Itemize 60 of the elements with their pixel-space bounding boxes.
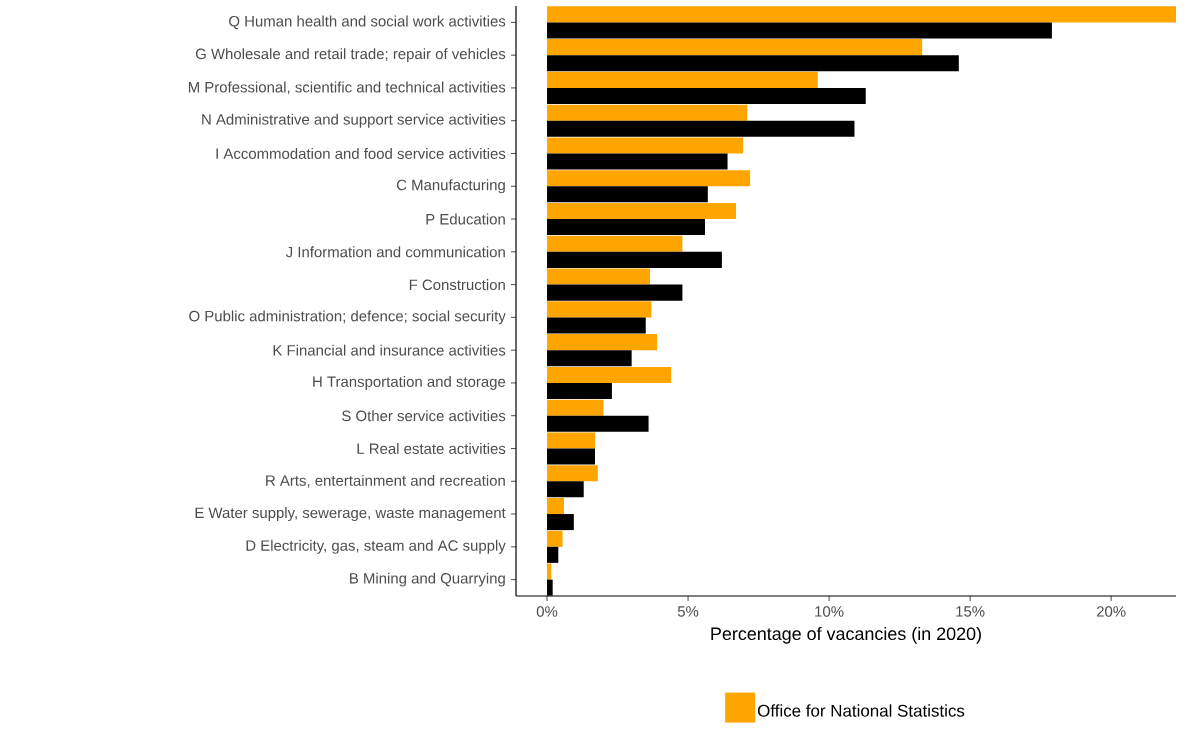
bar bbox=[547, 301, 652, 318]
y-tick-label: C Manufacturing bbox=[396, 179, 505, 194]
bar bbox=[547, 22, 1052, 39]
bar bbox=[547, 317, 646, 334]
y-tick-label: D Electricity, gas, steam and AC supply bbox=[246, 539, 506, 554]
bar bbox=[547, 350, 632, 367]
bar bbox=[547, 202, 737, 220]
bar bbox=[547, 235, 683, 252]
bar bbox=[547, 284, 683, 301]
bar bbox=[547, 71, 818, 88]
x-tick-label: 0% bbox=[536, 606, 558, 617]
bar bbox=[547, 170, 751, 187]
bar bbox=[547, 366, 672, 383]
y-tick-label: H Transportation and storage bbox=[313, 375, 506, 390]
legend-label: Office for National Statistics bbox=[757, 704, 965, 717]
y-tick-label: R Arts, entertainment and recreation bbox=[266, 474, 505, 488]
bar bbox=[547, 530, 563, 547]
bar bbox=[547, 6, 1177, 23]
bar bbox=[547, 432, 595, 449]
y-tick-label: N Administrative and support service activities bbox=[202, 113, 506, 128]
y-tick-label: G Wholesale and retail trade; repair of vehicles bbox=[195, 48, 506, 63]
bar bbox=[547, 39, 923, 56]
bar bbox=[547, 251, 722, 268]
x-tick-label: 5% bbox=[677, 606, 699, 617]
bar bbox=[547, 415, 649, 432]
y-tick-label: E Water supply, sewerage, waste management bbox=[195, 507, 506, 521]
bar bbox=[547, 481, 584, 498]
bar bbox=[547, 87, 866, 104]
y-tick-label: I Accommodation and food service activities bbox=[216, 148, 506, 159]
bar bbox=[547, 104, 748, 121]
bar bbox=[547, 563, 552, 580]
bar bbox=[547, 546, 559, 563]
bar bbox=[547, 153, 728, 170]
bar bbox=[547, 382, 612, 399]
bar bbox=[547, 399, 604, 416]
x-tick-label: 15% bbox=[956, 606, 985, 617]
y-tick-label: M Professional, scientific and technical activities bbox=[188, 81, 506, 95]
bar bbox=[547, 186, 708, 203]
y-tick-label: J Information and communication bbox=[285, 246, 505, 258]
bar bbox=[547, 448, 595, 465]
y-tick-label: S Other service activities bbox=[342, 410, 506, 422]
x-tick-label: 10% bbox=[815, 606, 844, 617]
bar bbox=[547, 334, 658, 351]
y-tick-label: L Real estate activities bbox=[357, 443, 506, 454]
y-tick-label: P Education bbox=[426, 213, 505, 225]
bar bbox=[547, 120, 855, 137]
y-tick-label: B Mining and Quarrying bbox=[350, 572, 505, 587]
bar bbox=[547, 219, 705, 236]
bar bbox=[547, 514, 574, 531]
y-tick-label: O Public administration; defence; social security bbox=[189, 310, 506, 325]
bar bbox=[547, 497, 564, 515]
y-tick-label: K Financial and insurance activities bbox=[273, 344, 506, 356]
bar bbox=[547, 55, 959, 72]
bar bbox=[547, 465, 598, 482]
y-tick-label: F Construction bbox=[409, 279, 505, 291]
x-tick-label: 20% bbox=[1096, 606, 1126, 617]
x-axis-title: Percentage of vacancies (in 2020) bbox=[711, 626, 981, 644]
bar bbox=[547, 268, 650, 285]
bar bbox=[547, 137, 744, 154]
y-tick-label: Q Human health and social work activities bbox=[229, 15, 506, 30]
